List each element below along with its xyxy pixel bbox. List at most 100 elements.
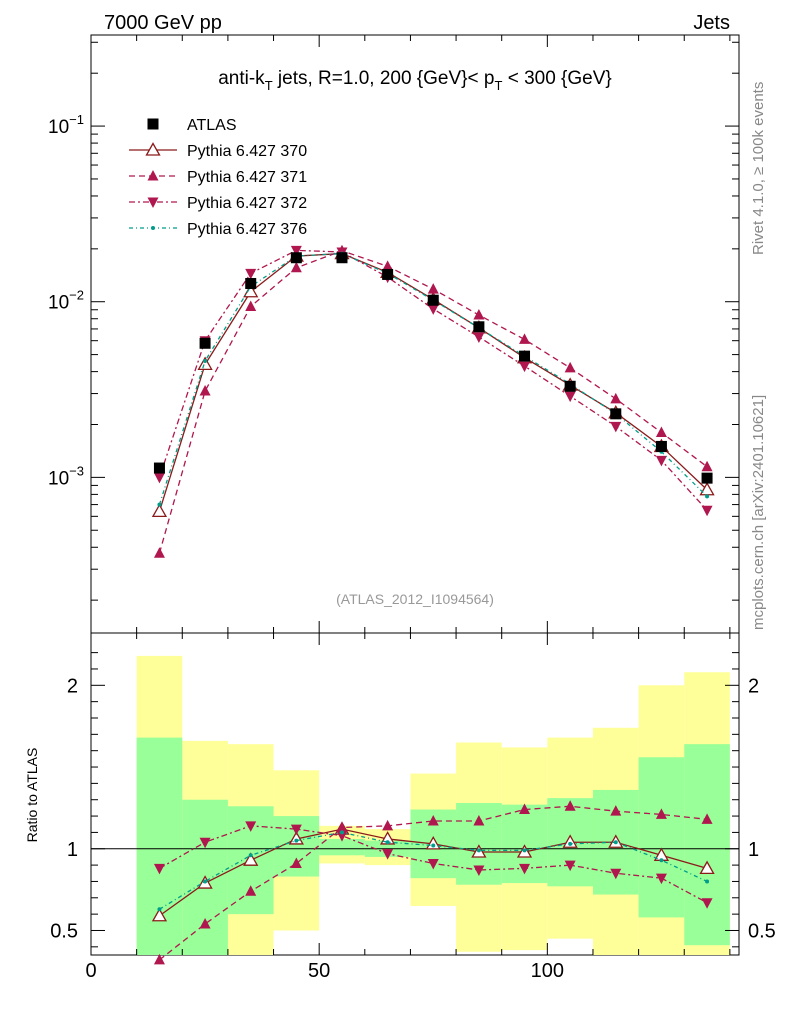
- point-top-pythia-6-427-376: [157, 502, 162, 507]
- point-top-pythia-6-427-371: [199, 385, 211, 396]
- band-green: [684, 744, 730, 946]
- point-top-pythia-6-427-372: [564, 391, 576, 403]
- point-ratio-pythia-6-427-371: [655, 808, 667, 819]
- point-ratio-pythia-6-427-370: [699, 860, 715, 875]
- point-top-pythia-6-427-372: [701, 505, 713, 517]
- point-top-pythia-6-427-376: [203, 358, 208, 363]
- legend-label-atlas: ATLAS: [187, 117, 237, 134]
- point-ratio-pythia-6-427-376: [568, 841, 573, 846]
- point-top-pythia-6-427-372: [655, 455, 667, 467]
- plot-title: anti-kT jets, R=1.0, 200 {GeV}< pT < 300…: [218, 68, 612, 93]
- point-ratio-pythia-6-427-372: [655, 873, 667, 885]
- point-top-atlas: [655, 440, 667, 452]
- point-ratio-pythia-6-427-372: [336, 831, 348, 842]
- point-ratio-pythia-6-427-372: [382, 849, 394, 860]
- point-top-pythia-6-427-371: [382, 260, 394, 271]
- point-top-atlas: [564, 380, 576, 392]
- point-ratio-pythia-6-427-370: [562, 834, 578, 848]
- point-top-atlas: [199, 337, 211, 349]
- point-ratio-pythia-6-427-372: [610, 868, 622, 880]
- point-top-pythia-6-427-370: [197, 356, 213, 370]
- point-ratio-pythia-6-427-371: [610, 805, 622, 816]
- legend-label-pythia-6-427-372: Pythia 6.427 372: [187, 195, 307, 212]
- y-tick-label: 10−1: [48, 112, 84, 138]
- legend-marker-pythia-6-427-372: [147, 197, 159, 208]
- point-ratio-pythia-6-427-372: [701, 898, 713, 909]
- ratio-y-tick-label: 1: [67, 839, 78, 861]
- point-ratio-pythia-6-427-376: [294, 838, 299, 843]
- mcplots-label: mcplots.cern.ch [arXiv:2401.10621]: [750, 395, 767, 630]
- point-top-pythia-6-427-371: [153, 547, 165, 558]
- point-top-pythia-6-427-371: [245, 300, 257, 311]
- point-ratio-pythia-6-427-372: [245, 821, 257, 832]
- point-top-pythia-6-427-371: [610, 392, 622, 404]
- legend: ATLAS Pythia 6.427 370 Pythia 6.427 371 Pyt…: [129, 117, 307, 238]
- ratio-panel-frame: [90, 632, 740, 956]
- legend-label-pythia-6-427-376: Pythia 6.427 376: [187, 221, 307, 238]
- band-green: [319, 838, 365, 856]
- point-top-atlas: [336, 252, 348, 264]
- band-green: [638, 757, 685, 918]
- point-top-pythia-6-427-372: [290, 245, 302, 257]
- x-tick-label: 0: [85, 960, 96, 982]
- point-top-pythia-6-427-371: [655, 426, 667, 438]
- point-ratio-pythia-6-427-371: [701, 813, 713, 824]
- ratio-y-tick-label-right: 0.5: [748, 920, 776, 942]
- point-top-atlas: [290, 252, 302, 264]
- category-label: Jets: [693, 12, 730, 34]
- point-ratio-pythia-6-427-371: [382, 819, 394, 831]
- point-ratio-pythia-6-427-371: [427, 814, 439, 826]
- plot-series: [151, 244, 715, 965]
- point-ratio-pythia-6-427-376: [248, 853, 253, 858]
- ratio-y-tick-label-right: 2: [748, 675, 759, 697]
- point-ratio-pythia-6-427-372: [473, 865, 485, 877]
- point-ratio-pythia-6-427-376: [659, 858, 664, 863]
- point-top-pythia-6-427-372: [519, 361, 531, 373]
- y-tick-label: 10−2: [48, 288, 84, 314]
- legend-marker-pythia-6-427-371: [147, 170, 159, 181]
- point-top-atlas: [473, 321, 485, 333]
- point-ratio-pythia-6-427-370: [151, 907, 168, 922]
- point-ratio-pythia-6-427-370: [425, 836, 441, 850]
- point-top-pythia-6-427-376: [705, 494, 710, 499]
- point-top-atlas: [382, 268, 394, 280]
- ratio-ylabel: Ratio to ATLAS: [24, 748, 40, 843]
- point-top-pythia-6-427-371: [519, 333, 531, 344]
- point-ratio-pythia-6-427-371: [336, 821, 348, 833]
- point-ratio-pythia-6-427-370: [243, 852, 259, 866]
- point-ratio-pythia-6-427-376: [705, 879, 710, 884]
- point-top-pythia-6-427-371: [290, 261, 302, 273]
- point-ratio-pythia-6-427-372: [427, 858, 439, 870]
- point-ratio-pythia-6-427-372: [290, 824, 302, 836]
- point-ratio-pythia-6-427-376: [431, 843, 436, 848]
- point-top-atlas: [701, 472, 713, 484]
- point-ratio-pythia-6-427-376: [385, 840, 390, 845]
- point-top-pythia-6-427-372: [153, 472, 165, 484]
- point-ratio-pythia-6-427-371: [153, 953, 165, 965]
- point-ratio-pythia-6-427-371: [245, 885, 257, 896]
- point-top-pythia-6-427-371: [701, 460, 713, 472]
- point-top-atlas: [153, 462, 165, 474]
- legend-marker-atlas: [147, 118, 159, 130]
- title-sub-1: T: [265, 78, 273, 93]
- rivet-label: Rivet 4.1.0, ≥ 100k events: [750, 82, 767, 255]
- point-ratio-pythia-6-427-376: [476, 848, 481, 853]
- point-ratio-pythia-6-427-372: [199, 837, 211, 849]
- uncertainty-bands: [136, 655, 730, 955]
- point-ratio-pythia-6-427-376: [157, 907, 162, 912]
- point-top-pythia-6-427-371: [427, 283, 439, 294]
- ratio-y-tick-label: 2: [67, 675, 78, 697]
- axes: 0 50 100 10−1 10−2 10−3 0.5 0.5 1 1 2 2: [48, 35, 776, 982]
- collision-label: 7000 GeV pp: [104, 12, 222, 34]
- legend-marker-pythia-6-427-370: [145, 142, 161, 156]
- title-sub-2: T: [494, 78, 502, 93]
- legend-label-pythia-6-427-371: Pythia 6.427 371: [187, 169, 307, 186]
- point-top-pythia-6-427-371: [564, 361, 576, 373]
- point-ratio-pythia-6-427-376: [339, 830, 344, 835]
- point-ratio-pythia-6-427-371: [564, 800, 576, 811]
- point-top-pythia-6-427-372: [245, 268, 257, 280]
- title-prefix: anti-k: [218, 68, 265, 89]
- x-tick-label: 100: [531, 960, 564, 982]
- point-top-atlas: [610, 408, 622, 420]
